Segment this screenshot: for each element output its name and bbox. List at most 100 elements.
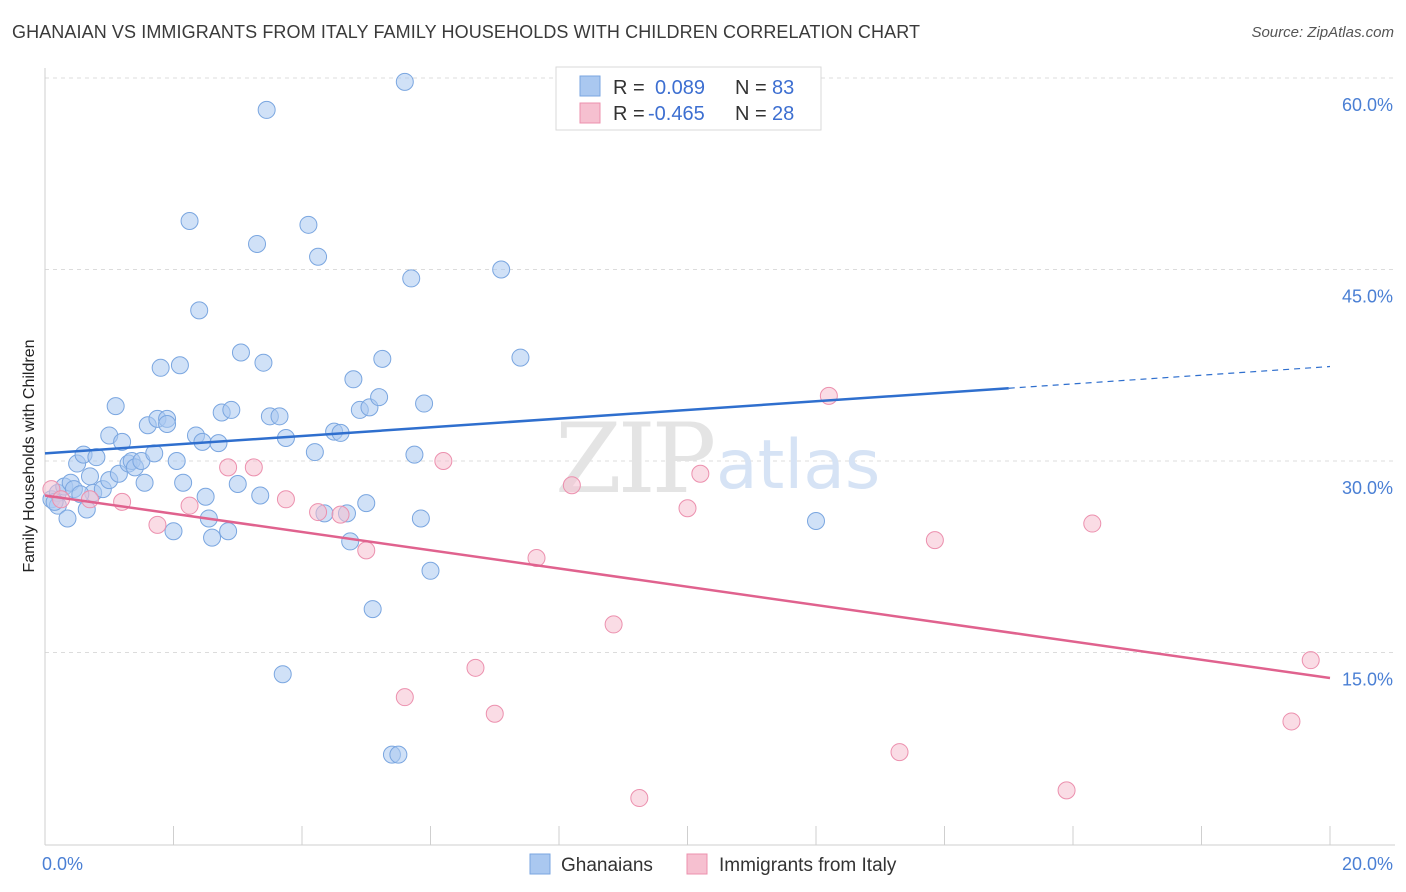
data-point-ghanaians bbox=[357, 494, 376, 513]
data-point-ghanaians bbox=[254, 353, 273, 372]
data-point-italy bbox=[1301, 651, 1320, 670]
legend-n-value-1: 83 bbox=[772, 77, 794, 99]
data-point-italy bbox=[1083, 514, 1102, 533]
data-point-italy bbox=[434, 452, 453, 470]
data-point-italy bbox=[148, 515, 167, 534]
data-point-italy bbox=[244, 458, 263, 477]
legend-r-label-1: R = bbox=[613, 77, 645, 99]
data-point-ghanaians bbox=[135, 473, 154, 492]
series-immigrants-from-italy bbox=[42, 386, 1320, 808]
legend-n-label-2: N = bbox=[735, 103, 767, 125]
trend-line-italy bbox=[44, 494, 1331, 680]
data-point-ghanaians bbox=[807, 512, 825, 531]
data-point-italy bbox=[485, 704, 504, 723]
data-point-ghanaians bbox=[167, 452, 186, 470]
grid-lines bbox=[45, 77, 1395, 653]
data-point-italy bbox=[925, 531, 944, 550]
tick-labels: 15.0% 30.0% 45.0% 60.0% 0.0% 20.0% bbox=[42, 95, 1393, 874]
y-tick-label: 45.0% bbox=[1342, 287, 1393, 307]
bottom-legend-swatch-ghanaians bbox=[529, 853, 551, 875]
data-point-ghanaians bbox=[363, 600, 382, 619]
trend-line-ghanaians-extension bbox=[1008, 365, 1331, 389]
data-point-ghanaians bbox=[58, 509, 77, 528]
x-tick-label: 0.0% bbox=[42, 854, 83, 874]
data-point-italy bbox=[180, 496, 199, 515]
data-point-italy bbox=[1057, 781, 1076, 800]
data-point-ghanaians bbox=[251, 486, 270, 505]
legend: R = 0.089 N = 83 R = -0.465 N = 28 bbox=[555, 66, 822, 131]
data-point-ghanaians bbox=[190, 301, 209, 320]
data-point-ghanaians bbox=[203, 528, 222, 547]
data-point-italy bbox=[562, 476, 581, 495]
data-point-ghanaians bbox=[309, 247, 328, 266]
data-point-italy bbox=[395, 688, 414, 707]
legend-n-label-1: N = bbox=[735, 77, 767, 99]
trend-lines bbox=[44, 365, 1331, 680]
legend-r-value-2: -0.465 bbox=[648, 103, 705, 125]
data-point-italy bbox=[678, 499, 697, 518]
data-point-ghanaians bbox=[273, 665, 292, 684]
data-point-italy bbox=[276, 490, 295, 509]
data-point-italy bbox=[357, 541, 376, 560]
data-point-ghanaians bbox=[228, 474, 247, 493]
bottom-legend-swatch-italy bbox=[686, 853, 708, 875]
data-point-ghanaians bbox=[196, 487, 215, 506]
y-axis-label: Family Households with Children bbox=[21, 340, 38, 573]
data-point-ghanaians bbox=[151, 358, 170, 377]
data-point-ghanaians bbox=[389, 745, 408, 764]
data-point-italy bbox=[80, 490, 99, 509]
data-point-italy bbox=[604, 615, 623, 634]
watermark: ZIP atlas bbox=[555, 403, 880, 515]
bottom-legend-italy: Immigrants from Italy bbox=[719, 855, 897, 876]
axes bbox=[44, 68, 1395, 846]
x-tick-label: 20.0% bbox=[1342, 854, 1393, 874]
data-point-ghanaians bbox=[421, 561, 440, 580]
bottom-legend-ghanaians: Ghanaians bbox=[561, 855, 653, 876]
data-point-ghanaians bbox=[113, 432, 132, 451]
legend-swatch-italy bbox=[579, 102, 601, 124]
chart-source: Source: ZipAtlas.com bbox=[1251, 24, 1394, 41]
data-point-ghanaians bbox=[170, 356, 189, 375]
data-point-ghanaians bbox=[373, 349, 392, 368]
data-point-ghanaians bbox=[411, 509, 430, 528]
chart-title: GHANAIAN VS IMMIGRANTS FROM ITALY FAMILY… bbox=[12, 22, 921, 42]
data-point-ghanaians bbox=[164, 522, 183, 541]
data-point-ghanaians bbox=[299, 215, 318, 234]
data-point-italy bbox=[890, 743, 909, 762]
data-point-italy bbox=[630, 789, 649, 808]
y-tick-label: 30.0% bbox=[1342, 478, 1393, 498]
data-point-ghanaians bbox=[158, 414, 177, 433]
data-point-ghanaians bbox=[395, 72, 414, 91]
watermark-zip: ZIP bbox=[555, 403, 714, 515]
data-point-ghanaians bbox=[405, 445, 424, 464]
y-tick-label: 60.0% bbox=[1342, 95, 1393, 115]
data-point-ghanaians bbox=[305, 443, 324, 462]
data-point-ghanaians bbox=[180, 211, 199, 230]
data-point-ghanaians bbox=[402, 269, 421, 288]
legend-swatch-ghanaians bbox=[579, 75, 601, 97]
y-tick-label: 15.0% bbox=[1342, 670, 1393, 690]
data-point-ghanaians bbox=[248, 234, 267, 253]
data-point-italy bbox=[309, 503, 328, 522]
legend-n-value-2: 28 bbox=[772, 103, 794, 125]
trend-line-ghanaians bbox=[44, 386, 1009, 455]
data-point-italy bbox=[691, 464, 710, 483]
legend-r-label-2: R = bbox=[613, 103, 645, 125]
data-point-ghanaians bbox=[370, 388, 389, 407]
data-point-ghanaians bbox=[174, 473, 193, 492]
watermark-atlas: atlas bbox=[716, 426, 880, 505]
data-point-ghanaians bbox=[341, 532, 360, 551]
data-point-ghanaians bbox=[80, 467, 99, 486]
data-point-italy bbox=[466, 658, 485, 677]
data-point-ghanaians bbox=[219, 522, 238, 541]
data-point-ghanaians bbox=[270, 407, 289, 426]
data-point-ghanaians bbox=[106, 397, 125, 416]
bottom-legend: Ghanaians Immigrants from Italy bbox=[529, 853, 897, 876]
data-point-ghanaians bbox=[415, 394, 434, 413]
data-point-ghanaians bbox=[231, 343, 250, 362]
data-point-ghanaians bbox=[222, 400, 241, 419]
data-point-ghanaians bbox=[511, 348, 530, 367]
data-point-ghanaians bbox=[257, 100, 276, 119]
legend-r-value-1: 0.089 bbox=[655, 77, 705, 99]
